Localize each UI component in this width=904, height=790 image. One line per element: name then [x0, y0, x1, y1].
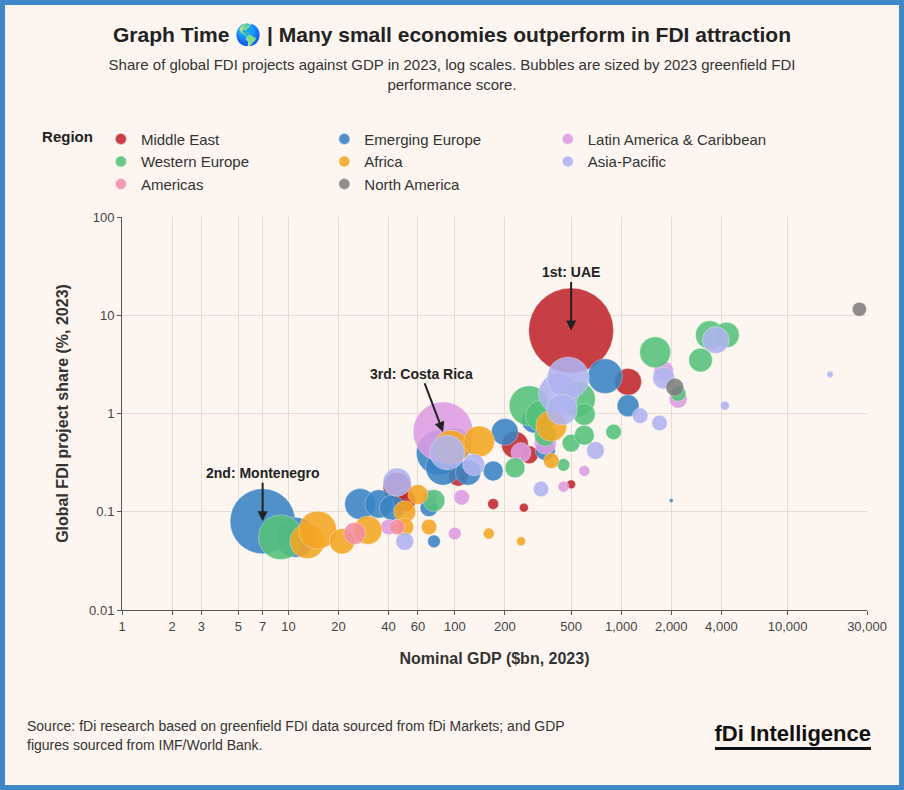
svg-text:3: 3 — [198, 619, 205, 634]
svg-text:Nominal GDP ($bn, 2023): Nominal GDP ($bn, 2023) — [400, 650, 590, 667]
svg-text:1,000: 1,000 — [605, 619, 638, 634]
svg-text:2nd: Montenegro: 2nd: Montenegro — [206, 465, 320, 481]
svg-text:North America: North America — [364, 176, 460, 193]
svg-text:Western Europe: Western Europe — [141, 153, 249, 170]
html-text:fDi Intelligence: fDi Intelligence — [714, 721, 871, 746]
svg-text:30,000: 30,000 — [847, 619, 887, 634]
svg-text:60: 60 — [411, 619, 425, 634]
svg-text:Americas: Americas — [141, 176, 204, 193]
svg-text:4,000: 4,000 — [705, 619, 738, 634]
svg-text:20: 20 — [331, 619, 345, 634]
html-text:Source: fDi research based on: Source: fDi research based on greenfield… — [27, 718, 565, 753]
svg-text:Emerging Europe: Emerging Europe — [364, 131, 481, 148]
svg-text:200: 200 — [494, 619, 516, 634]
svg-text:0.01: 0.01 — [89, 603, 114, 618]
svg-text:10: 10 — [100, 308, 114, 323]
svg-text:Middle East: Middle East — [141, 131, 220, 148]
svg-text:40: 40 — [381, 619, 395, 634]
svg-text:3rd: Costa Rica: 3rd: Costa Rica — [370, 366, 473, 382]
svg-text:5: 5 — [235, 619, 242, 634]
svg-text:100: 100 — [444, 619, 466, 634]
svg-text:10: 10 — [281, 619, 295, 634]
svg-text:10,000: 10,000 — [768, 619, 808, 634]
svg-text:1st: UAE: 1st: UAE — [542, 264, 600, 280]
svg-text:Asia-Pacific: Asia-Pacific — [588, 153, 667, 170]
svg-text:Latin America & Caribbean: Latin America & Caribbean — [588, 131, 766, 148]
svg-text:Global FDI project share (%, 2: Global FDI project share (%, 2023) — [54, 284, 71, 543]
svg-text:500: 500 — [560, 619, 582, 634]
html-text:Share of global FDI projects a: Share of global FDI projects against GDP… — [108, 56, 796, 93]
svg-text:1: 1 — [118, 619, 125, 634]
svg-text:7: 7 — [259, 619, 266, 634]
html-text:Graph Time 🌎 | Many small econ: Graph Time 🌎 | Many small economies outp… — [113, 23, 791, 46]
svg-text:100: 100 — [93, 210, 115, 225]
svg-text:Region: Region — [42, 128, 93, 145]
svg-text:Africa: Africa — [364, 153, 403, 170]
svg-text:2: 2 — [168, 619, 175, 634]
svg-text:2,000: 2,000 — [655, 619, 688, 634]
svg-text:1: 1 — [107, 406, 114, 421]
svg-text:0.1: 0.1 — [96, 504, 114, 519]
